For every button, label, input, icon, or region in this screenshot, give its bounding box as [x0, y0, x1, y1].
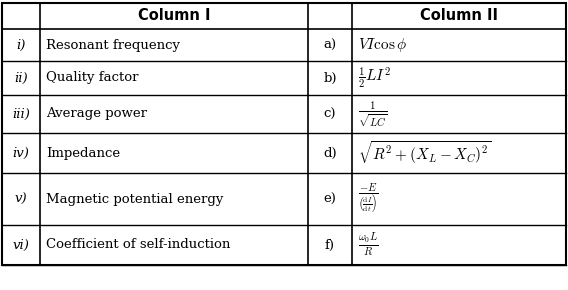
Text: Column II: Column II — [420, 8, 498, 23]
Text: Impedance: Impedance — [46, 146, 120, 160]
Text: $\frac{1}{\sqrt{LC}}$: $\frac{1}{\sqrt{LC}}$ — [358, 99, 387, 129]
Text: b): b) — [323, 72, 337, 84]
Text: $\frac{1}{2}LI^2$: $\frac{1}{2}LI^2$ — [358, 66, 391, 90]
Text: e): e) — [324, 193, 336, 206]
Text: $\frac{-E}{\left(\frac{\mathrm{d}I}{\mathrm{d}t}\right)}$: $\frac{-E}{\left(\frac{\mathrm{d}I}{\mat… — [358, 182, 379, 216]
Text: iv): iv) — [12, 146, 30, 160]
Text: Magnetic potential energy: Magnetic potential energy — [46, 193, 223, 206]
Text: $\frac{\omega_0 L}{R}$: $\frac{\omega_0 L}{R}$ — [358, 232, 378, 258]
Text: $\sqrt{R^2+(X_L-X_C)^2}$: $\sqrt{R^2+(X_L-X_C)^2}$ — [358, 139, 492, 166]
Text: Coefficient of self-induction: Coefficient of self-induction — [46, 238, 231, 251]
Text: v): v) — [15, 193, 27, 206]
Text: a): a) — [323, 39, 337, 52]
Text: c): c) — [324, 108, 336, 121]
Text: $VI\cos\phi$: $VI\cos\phi$ — [358, 36, 407, 54]
Text: iii): iii) — [12, 108, 30, 121]
Text: i): i) — [16, 39, 26, 52]
Text: d): d) — [323, 146, 337, 160]
Text: Quality factor: Quality factor — [46, 72, 139, 84]
Text: Resonant frequency: Resonant frequency — [46, 39, 180, 52]
Text: Column I: Column I — [138, 8, 210, 23]
Text: Average power: Average power — [46, 108, 147, 121]
Text: ii): ii) — [14, 72, 28, 84]
Text: f): f) — [325, 238, 335, 251]
Text: vi): vi) — [12, 238, 30, 251]
